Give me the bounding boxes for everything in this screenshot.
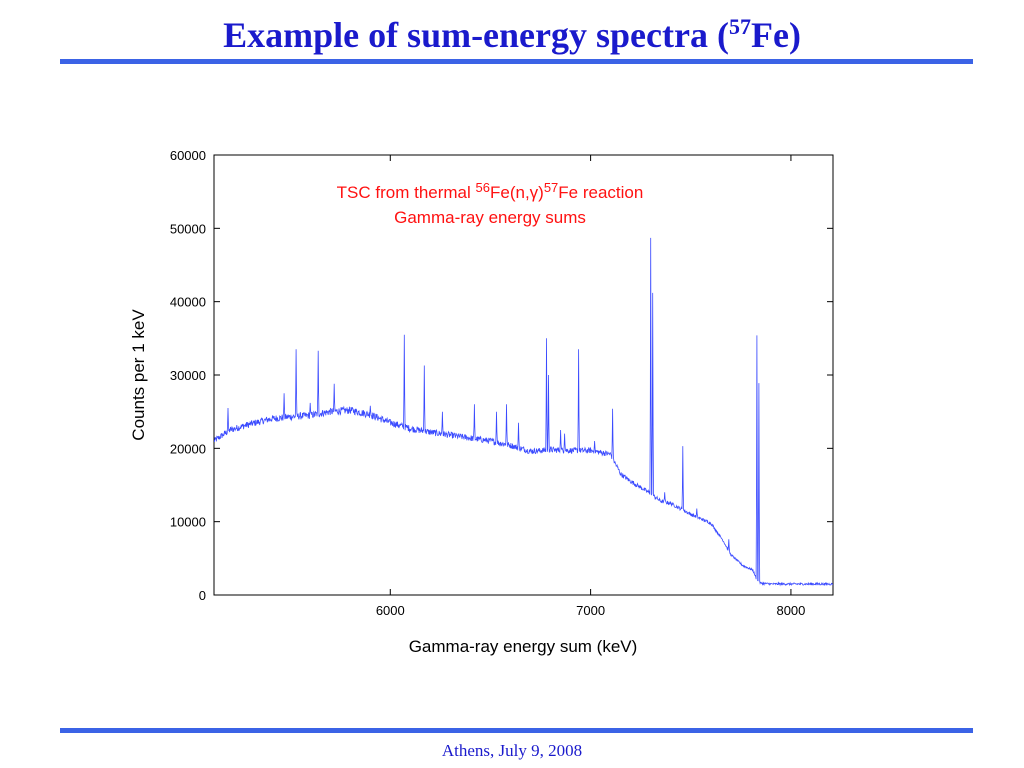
y-tick-label: 60000 [170,148,206,163]
y-tick-label: 30000 [170,368,206,383]
y-axis-ticks: 0 10000 20000 30000 40000 50000 60000 [170,148,833,603]
y-tick-label: 20000 [170,441,206,456]
slide-footer: Athens, July 9, 2008 [441,741,583,760]
annotation-superscript-56: 56 [476,180,490,195]
y-tick-label: 50000 [170,221,206,236]
x-tick-label: 7000 [576,603,605,618]
annotation-text-c: Fe reaction [558,183,643,202]
y-tick-label: 10000 [170,515,206,530]
x-tick-label: 8000 [776,603,805,618]
title-divider [60,59,973,64]
y-axis-label: Counts per 1 keV [129,309,148,441]
y-tick-label: 0 [199,588,206,603]
x-tick-label: 6000 [376,603,405,618]
annotation-superscript-57: 57 [544,180,558,195]
annotation-line-2: Gamma-ray energy sums [394,208,586,227]
slide-title-main: Example of sum-energy spectra ( [223,15,729,55]
annotation-text-b: Fe(n,γ) [490,183,544,202]
annotation-line-1: TSC from thermal 56Fe(n,γ)57Fe reaction [337,180,644,202]
x-axis-label: Gamma-ray energy sum (keV) [409,637,638,656]
y-tick-label: 40000 [170,295,206,310]
footer-divider [60,728,973,733]
slide-title-end: Fe) [750,15,801,55]
spectrum-series-line [214,237,833,587]
annotation-text-a: TSC from thermal [337,183,476,202]
slide-title: Example of sum-energy spectra (57Fe) [0,14,1024,56]
slide-title-superscript: 57 [728,14,751,39]
x-axis-ticks: 6000 7000 8000 [376,155,805,618]
